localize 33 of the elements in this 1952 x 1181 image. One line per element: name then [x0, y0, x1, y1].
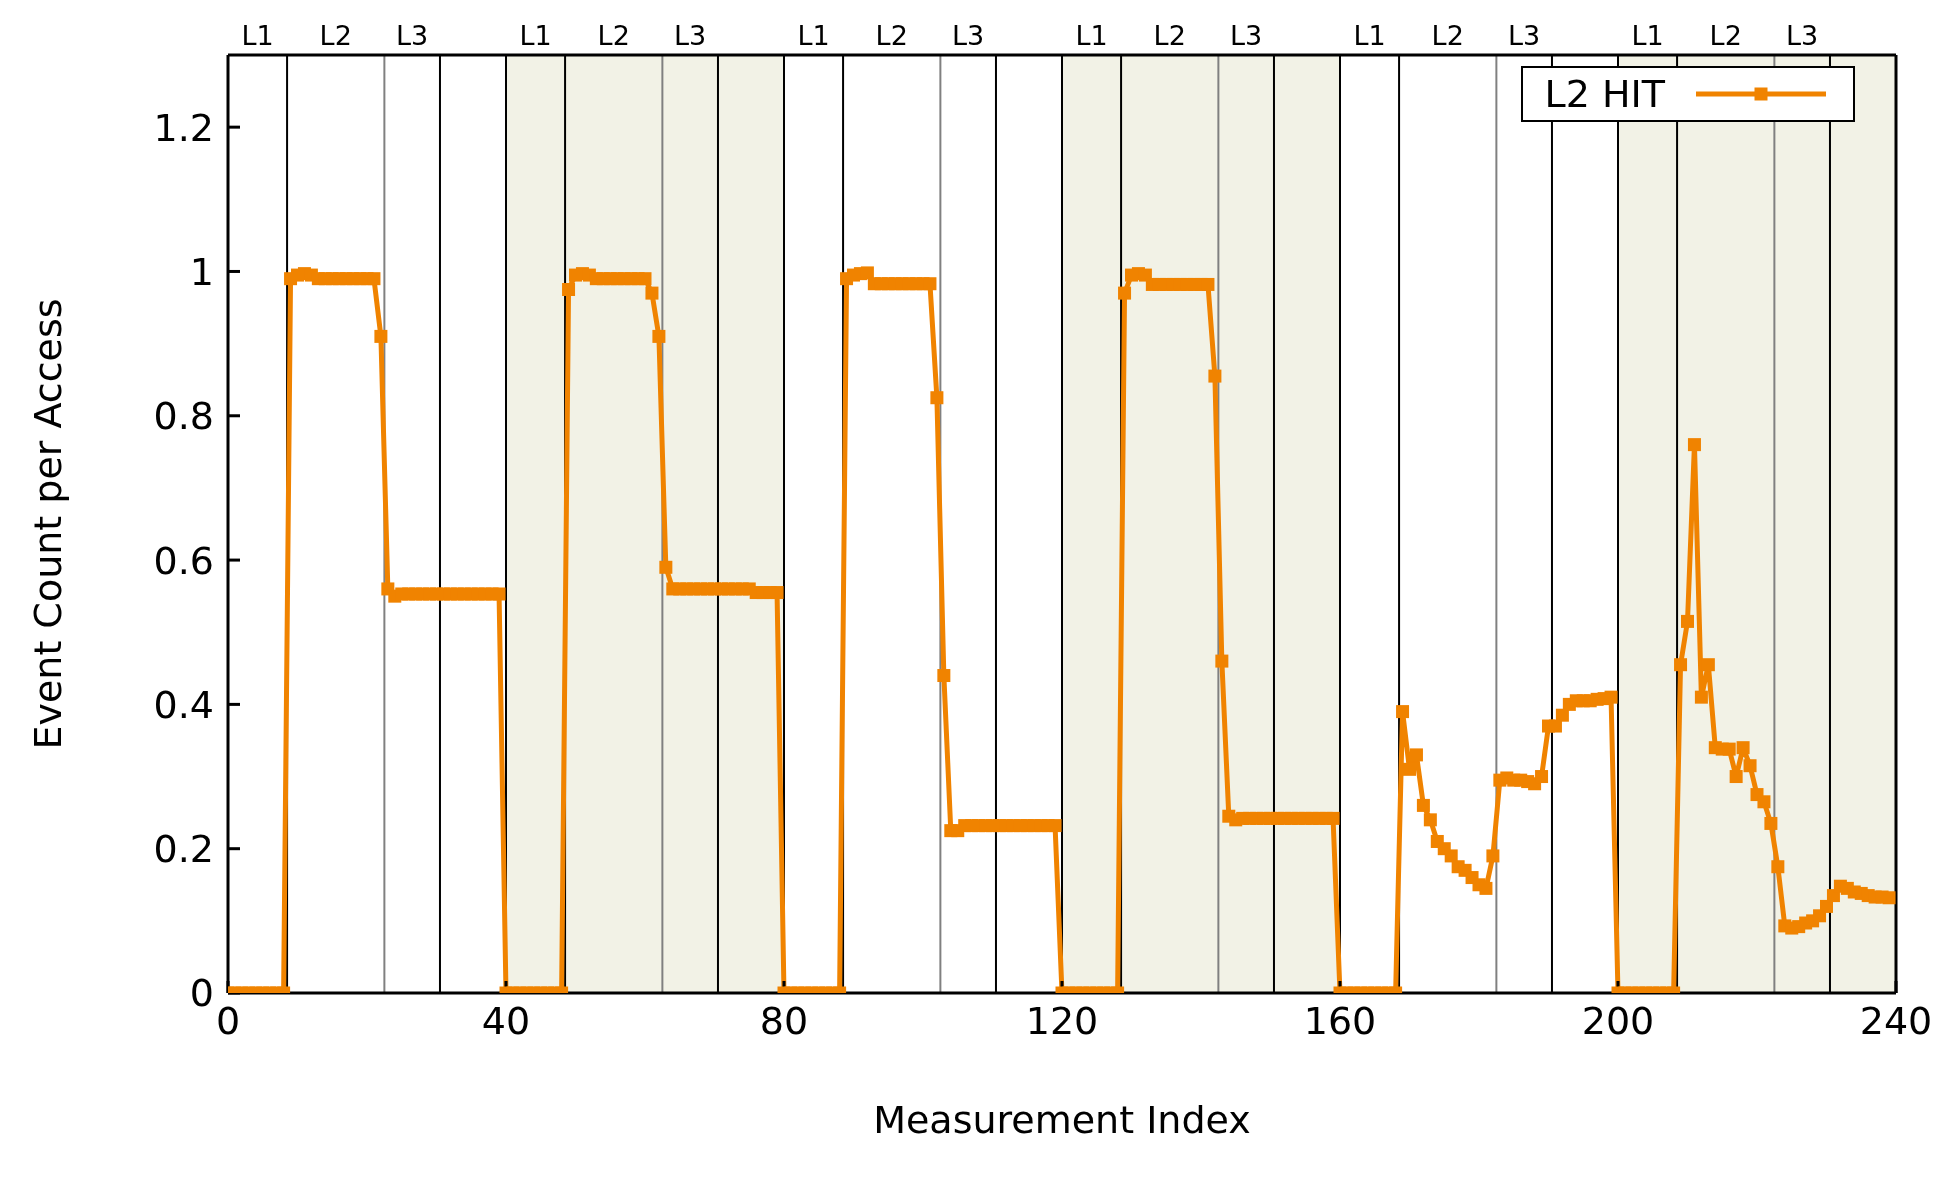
text: L2 — [1709, 20, 1742, 51]
text: L1 — [1631, 20, 1664, 51]
y-tick-label: 1 — [189, 249, 214, 294]
text: L3 — [1508, 20, 1541, 51]
y-tick-label: 1.2 — [153, 105, 214, 150]
text: L1 — [1353, 20, 1386, 51]
text: L1 — [519, 20, 552, 51]
text: L3 — [1230, 20, 1263, 51]
y-tick-label: 0.2 — [153, 827, 214, 872]
x-tick-label: 160 — [1303, 998, 1377, 1043]
y-tick-label: 0.6 — [153, 538, 214, 583]
text: L2 — [597, 20, 630, 51]
x-tick-label: 200 — [1581, 998, 1655, 1043]
text: L1 — [797, 20, 830, 51]
text: L2 — [1153, 20, 1186, 51]
text: L2 — [319, 20, 352, 51]
text: L3 — [396, 20, 429, 51]
text: L3 — [952, 20, 985, 51]
x-tick-label: 40 — [481, 998, 531, 1043]
y-axis-title: Event Count per Access — [26, 298, 71, 750]
text: L3 — [674, 20, 707, 51]
text: L1 — [241, 20, 274, 51]
x-tick-label: 80 — [759, 998, 809, 1043]
text: L1 — [1075, 20, 1108, 51]
y-tick-label: 0.4 — [153, 682, 214, 727]
text: L2 — [875, 20, 908, 51]
text: L3 — [1786, 20, 1819, 51]
x-axis-title: Measurement Index — [873, 1098, 1251, 1142]
text: L2 — [1431, 20, 1464, 51]
x-tick-label: 120 — [1025, 998, 1099, 1043]
legend-label: L2 HIT — [1544, 72, 1665, 116]
x-tick-label: 240 — [1859, 998, 1933, 1043]
y-tick-label: 0.8 — [153, 394, 214, 439]
